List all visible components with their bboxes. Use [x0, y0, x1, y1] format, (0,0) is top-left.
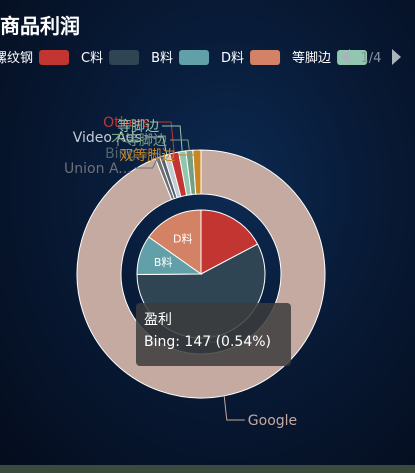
label-leader-line [153, 121, 175, 153]
legend-page: 1/4 [361, 51, 382, 66]
inner-slice[interactable] [148, 209, 202, 275]
legend-swatch[interactable] [39, 50, 70, 65]
outer-slice-label: Google [248, 413, 297, 429]
chart-title: 商品利润 [0, 14, 80, 38]
outer-slice-label: Bing [105, 146, 136, 162]
label-leader-line [169, 139, 190, 151]
label-leader-line [162, 125, 183, 152]
legend-label[interactable]: C料 [81, 51, 103, 66]
inner-slice-label: B料 [154, 255, 173, 269]
legend-swatch[interactable] [337, 50, 368, 65]
legend-label[interactable]: 等脚边 [292, 50, 331, 66]
outer-slice-label: Others [103, 115, 150, 131]
legend-prev-icon[interactable] [341, 49, 350, 65]
tooltip-value: Bing: 147 (0.54%) [144, 334, 271, 350]
outer-slice-label: 双等脚边 [119, 147, 175, 164]
outer-slice-label: 不等脚边 [111, 132, 167, 149]
legend[interactable]: 螺纹钢 C料 B料 D料 等脚边 1/4 [0, 49, 401, 66]
label-leader-line [139, 152, 163, 157]
label-leader-line [134, 157, 159, 169]
label-leader-line [178, 150, 198, 156]
label-leader-line [144, 136, 168, 155]
outer-slice[interactable] [192, 149, 202, 195]
legend-swatch[interactable] [179, 50, 210, 65]
tooltip: 盈利 Bing: 147 (0.54%) [136, 303, 291, 366]
tooltip-series: 盈利 [144, 312, 172, 328]
inner-slice-label: D料 [173, 232, 192, 246]
inner-slice[interactable] [200, 209, 259, 275]
bottom-bar [0, 465, 415, 473]
legend-label[interactable]: 螺纹钢 [0, 51, 33, 66]
label-leader-line [223, 395, 245, 421]
legend-label[interactable]: B料 [151, 51, 173, 66]
legend-label[interactable]: D料 [221, 51, 244, 66]
legend-swatch[interactable] [109, 50, 140, 65]
outer-slice-label: Union A... [64, 161, 132, 177]
legend-next-icon[interactable] [392, 49, 401, 65]
outer-slice-label: Video Ads [73, 130, 142, 146]
legend-swatch[interactable] [250, 50, 281, 65]
outer-slice-label: 等脚边 [117, 118, 159, 135]
